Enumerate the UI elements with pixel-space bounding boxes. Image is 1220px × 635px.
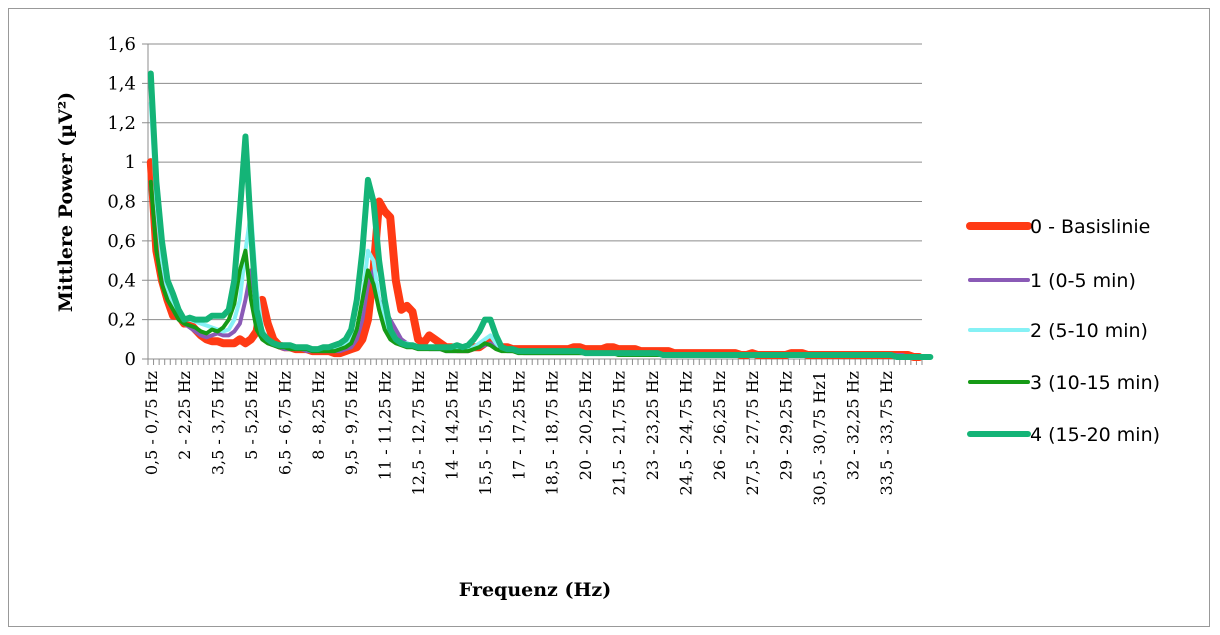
x-tick-label: 5 - 5,25 Hz bbox=[242, 371, 261, 460]
x-tick-label: 32 - 32,25 Hz bbox=[843, 371, 862, 480]
y-tick-label: 0,4 bbox=[107, 270, 136, 291]
x-tick-label: 30,5 - 30,75 Hz1 bbox=[810, 371, 829, 506]
y-tick-label: 0,6 bbox=[107, 231, 136, 252]
series-line bbox=[146, 158, 924, 362]
chart-frame bbox=[8, 8, 1210, 627]
x-tick-label: 29 - 29,25 Hz bbox=[777, 371, 796, 480]
y-axis-ticks: 0 0,2 0,4 0,6 0,8 1 1,2 1,4 1,6 bbox=[107, 34, 148, 370]
legend-label: 2 (5-10 min) bbox=[1030, 320, 1148, 342]
y-tick-label: 0,2 bbox=[107, 310, 136, 331]
y-tick-label: 1 bbox=[125, 152, 136, 173]
x-tick-label: 24,5 - 24,75 Hz bbox=[676, 371, 695, 495]
x-tick-label: 23 - 23,25 Hz bbox=[643, 371, 662, 480]
x-tick-label: 14 - 14,25 Hz bbox=[442, 371, 461, 480]
x-tick-label: 33,5 - 33,75 Hz bbox=[877, 371, 896, 495]
x-tick-label: 17 - 17,25 Hz bbox=[509, 371, 528, 480]
x-axis: 0,5 - 0,75 Hz 2 - 2,25 Hz 3,5 - 3,75 Hz 5 -… bbox=[142, 44, 923, 506]
series-line bbox=[147, 70, 934, 361]
x-tick-label: 21,5 - 21,75 Hz bbox=[610, 371, 629, 495]
legend-label: 0 - Basislinie bbox=[1030, 216, 1150, 238]
x-axis-title: Frequenz (Hz) bbox=[459, 579, 611, 601]
x-tick-label: 9,5 - 9,75 Hz bbox=[342, 371, 361, 475]
x-tick-label: 15,5 - 15,75 Hz bbox=[476, 371, 495, 495]
y-tick-label: 1,2 bbox=[107, 113, 136, 134]
y-axis-title: Mittlere Power (µV²) bbox=[55, 92, 77, 312]
x-tick-label: 18,5 - 18,75 Hz bbox=[543, 371, 562, 495]
x-tick-label: 8 - 8,25 Hz bbox=[309, 371, 328, 460]
gridlines bbox=[148, 43, 922, 321]
y-tick-label: 1,6 bbox=[107, 34, 136, 55]
x-tick-label: 12,5 - 12,75 Hz bbox=[409, 371, 428, 495]
x-tick-label: 11 - 11,25 Hz bbox=[376, 371, 395, 480]
y-tick-label: 0 bbox=[125, 349, 136, 370]
y-tick-label: 1,4 bbox=[107, 73, 136, 94]
legend: 0 - Basislinie 1 (0-5 min) 2 (5-10 min) 3 (… bbox=[966, 216, 1160, 446]
x-tick-label: 20 - 20,25 Hz bbox=[576, 371, 595, 480]
x-tick-label: 3,5 - 3,75 Hz bbox=[209, 371, 228, 475]
x-tick-label: 26 - 26,25 Hz bbox=[710, 371, 729, 480]
legend-label: 4 (15-20 min) bbox=[1030, 424, 1160, 446]
x-tick-label: 27,5 - 27,75 Hz bbox=[743, 371, 762, 495]
x-tick-label: 0,5 - 0,75 Hz bbox=[142, 371, 161, 475]
legend-label: 3 (10-15 min) bbox=[1030, 372, 1160, 394]
y-tick-label: 0,8 bbox=[107, 192, 136, 213]
series-lines bbox=[146, 70, 934, 362]
x-tick-label: 2 - 2,25 Hz bbox=[175, 371, 194, 460]
legend-label: 1 (0-5 min) bbox=[1030, 270, 1136, 292]
x-tick-label: 6,5 - 6,75 Hz bbox=[275, 371, 294, 475]
